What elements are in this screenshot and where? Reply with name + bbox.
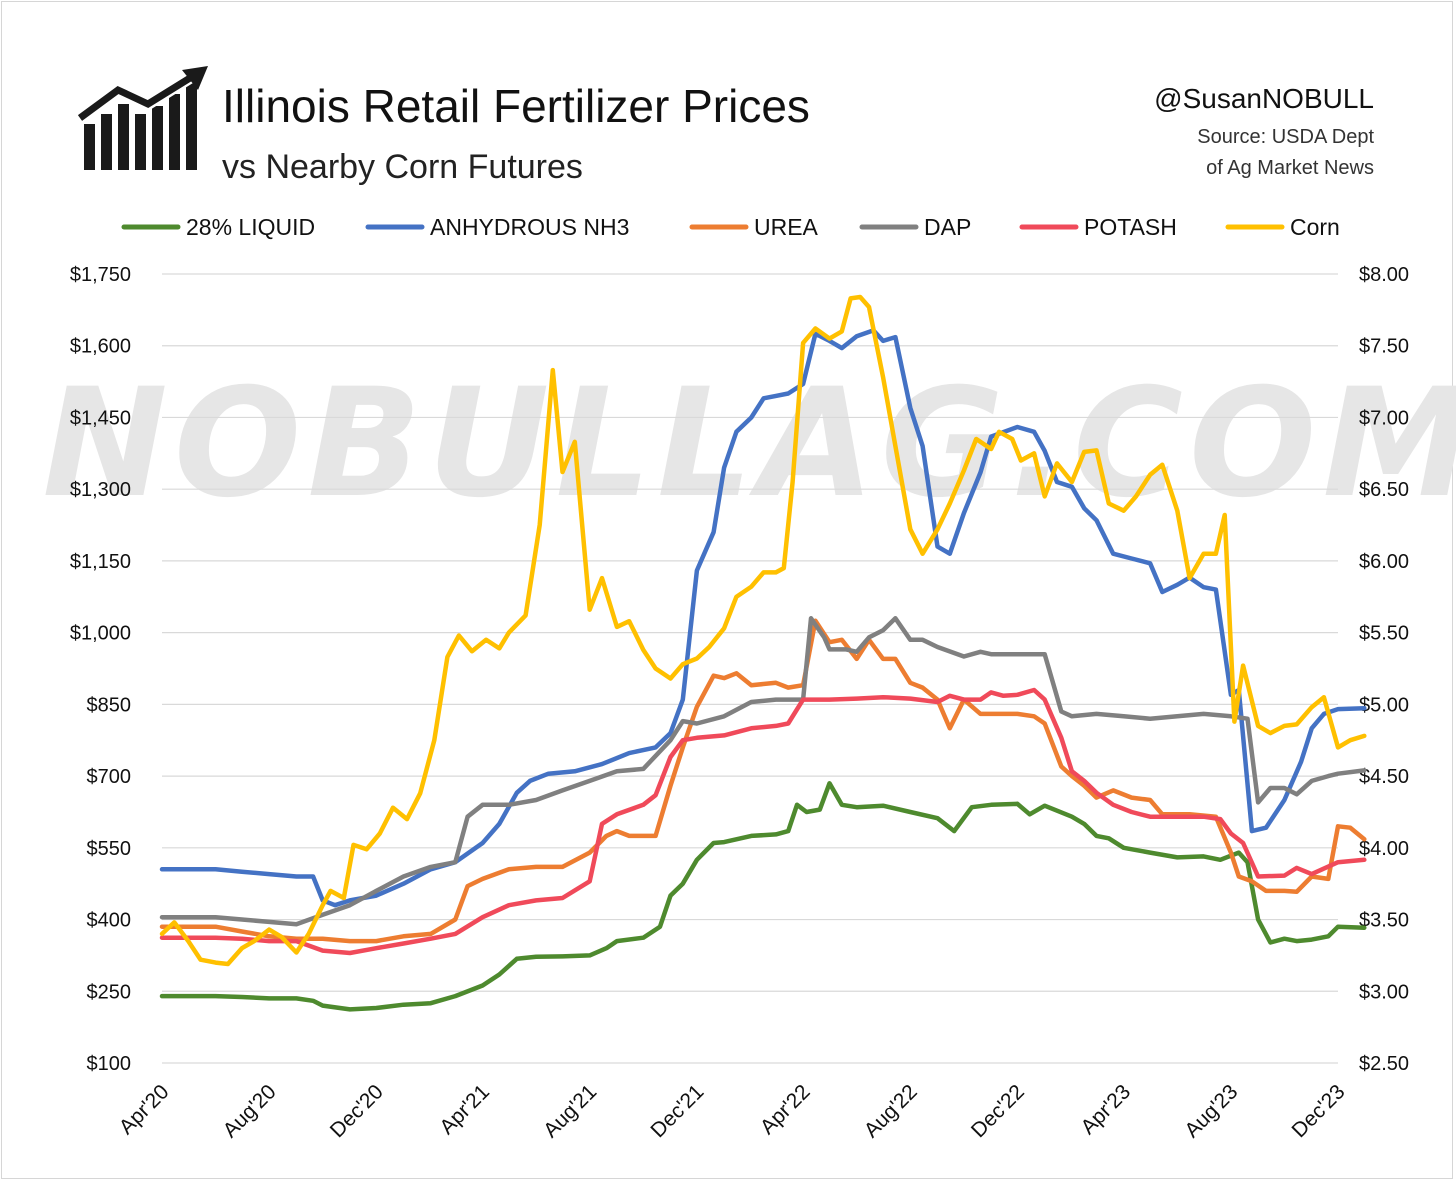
y-left-tick-label: $250 bbox=[87, 981, 132, 1003]
source-line-2: of Ag Market News bbox=[1206, 157, 1374, 179]
x-tick-label: Dec'21 bbox=[646, 1080, 708, 1142]
x-tick-label: Aug'23 bbox=[1180, 1080, 1242, 1142]
series-line-dap bbox=[159, 616, 1367, 927]
y-right-tick-label: $2.50 bbox=[1359, 1053, 1409, 1075]
chart-title: Illinois Retail Fertilizer Prices bbox=[222, 80, 810, 132]
y-left-tick-label: $1,000 bbox=[70, 623, 131, 645]
series-line-potash bbox=[159, 687, 1367, 956]
y-left-tick-label: $1,600 bbox=[70, 336, 131, 358]
legend: 28% LIQUID ANHYDROUS NH3 UREA DAP POTASH Corn bbox=[121, 214, 1340, 240]
y-left-tick-label: $100 bbox=[87, 1053, 132, 1075]
y-axis-left: $100 $250 $400 $550 $700 $850 $1,000 $1,150 $1,3… bbox=[70, 264, 131, 1075]
watermark: NOBULLAG.COM bbox=[42, 357, 1456, 531]
y-right-tick-label: $3.50 bbox=[1359, 910, 1409, 932]
x-tick-label: Dec'23 bbox=[1288, 1080, 1350, 1142]
y-right-tick-label: $8.00 bbox=[1359, 264, 1409, 286]
series-line-28-liquid bbox=[159, 781, 1367, 1012]
y-left-tick-label: $550 bbox=[87, 838, 132, 860]
y-left-tick-label: $1,150 bbox=[70, 551, 131, 573]
series-line-corn bbox=[159, 294, 1367, 967]
y-right-tick-label: $7.50 bbox=[1359, 336, 1409, 358]
y-right-tick-label: $4.50 bbox=[1359, 766, 1409, 788]
source-line-1: Source: USDA Dept bbox=[1197, 126, 1374, 148]
rising-bar-chart-icon bbox=[76, 66, 268, 170]
y-right-tick-label: $5.50 bbox=[1359, 623, 1409, 645]
x-tick-label: Apr'21 bbox=[435, 1080, 494, 1139]
x-tick-label: Apr'22 bbox=[756, 1080, 815, 1139]
y-right-tick-label: $6.00 bbox=[1359, 551, 1409, 573]
y-left-tick-label: $1,750 bbox=[70, 264, 131, 286]
legend-label-dap: DAP bbox=[924, 214, 971, 240]
x-tick-label: Apr'23 bbox=[1077, 1080, 1136, 1139]
y-right-tick-label: $6.50 bbox=[1359, 479, 1409, 501]
series-lines bbox=[159, 294, 1367, 1012]
y-right-tick-label: $5.00 bbox=[1359, 694, 1409, 716]
y-axis-right: $2.50 $3.00 $3.50 $4.00 $4.50 $5.00 $5.50 $6.00… bbox=[1359, 264, 1409, 1075]
legend-label-potash: POTASH bbox=[1084, 214, 1177, 240]
y-left-tick-label: $1,300 bbox=[70, 479, 131, 501]
y-right-tick-label: $3.00 bbox=[1359, 981, 1409, 1003]
legend-label-anhydrous-nh3: ANHYDROUS NH3 bbox=[430, 214, 629, 240]
legend-label-urea: UREA bbox=[754, 214, 819, 240]
x-tick-label: Aug'22 bbox=[860, 1080, 922, 1142]
y-left-tick-label: $1,450 bbox=[70, 407, 131, 429]
y-left-tick-label: $700 bbox=[87, 766, 132, 788]
y-left-tick-label: $850 bbox=[87, 694, 132, 716]
y-right-tick-label: $4.00 bbox=[1359, 838, 1409, 860]
author-handle: @SusanNOBULL bbox=[1154, 83, 1374, 114]
y-right-tick-label: $7.00 bbox=[1359, 407, 1409, 429]
legend-label-corn: Corn bbox=[1290, 214, 1340, 240]
x-tick-label: Aug'21 bbox=[539, 1080, 601, 1142]
series-line-urea bbox=[159, 618, 1367, 944]
chart-subtitle: vs Nearby Corn Futures bbox=[222, 148, 583, 186]
y-left-tick-label: $400 bbox=[87, 910, 132, 932]
legend-label-28-liquid: 28% LIQUID bbox=[186, 214, 315, 240]
x-tick-label: Dec'22 bbox=[967, 1080, 1029, 1142]
x-tick-label: Dec'20 bbox=[326, 1080, 388, 1142]
x-tick-label: Apr'20 bbox=[115, 1080, 174, 1139]
x-axis: Apr'20 Aug'20 Dec'20 Apr'21 Aug'21 Dec'21 Apr'… bbox=[115, 1080, 1350, 1142]
x-tick-label: Aug'20 bbox=[219, 1080, 281, 1142]
